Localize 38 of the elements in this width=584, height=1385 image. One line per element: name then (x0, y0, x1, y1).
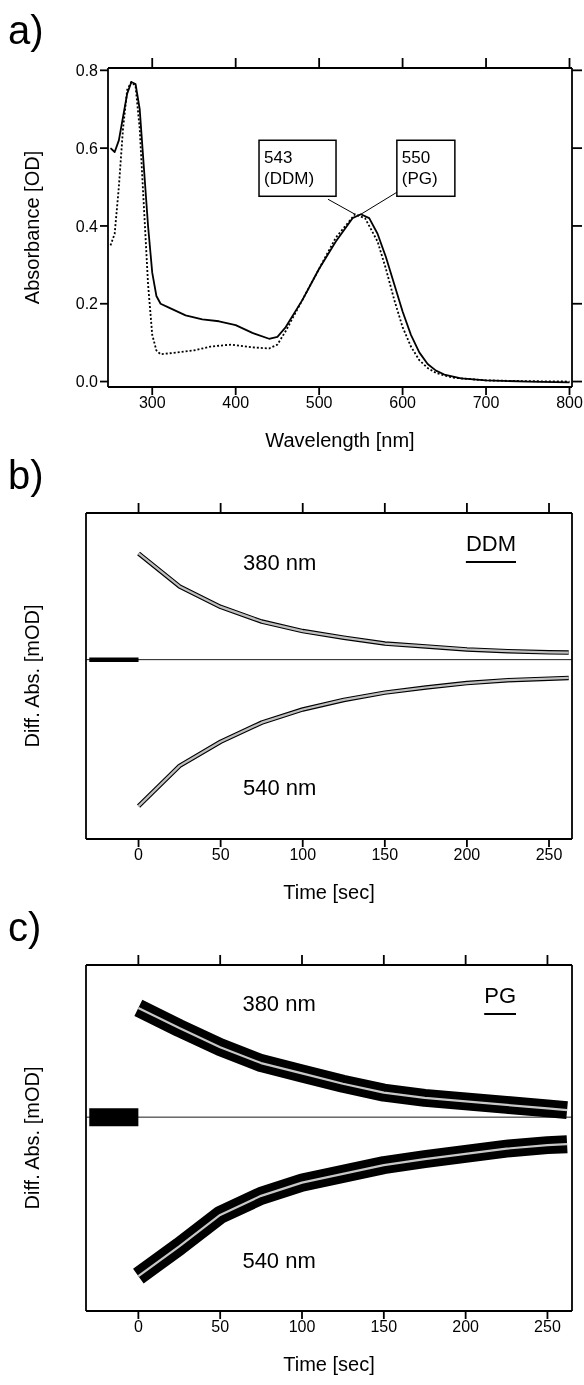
chart-title: a) (8, 8, 44, 52)
y-axis-title: Diff. Abs. [mOD] (21, 1066, 44, 1210)
y-axis-title: Absorbance [OD] (21, 150, 44, 305)
x-tick-label: 50 (211, 1318, 230, 1336)
x-tick-label: 200 (453, 846, 481, 864)
x-tick-label: 150 (370, 1318, 398, 1336)
x-tick-label: 0 (134, 846, 144, 864)
x-tick-label: 600 (389, 394, 417, 412)
x-tick-label: 150 (371, 846, 399, 864)
x-tick-label: 800 (556, 394, 583, 412)
x-tick-label: 100 (288, 1318, 316, 1336)
series-label: 540 nm (242, 774, 317, 800)
x-tick-label: 300 (138, 394, 166, 412)
y-axis-title: Diff. Abs. [mOD] (21, 604, 44, 748)
y-tick-label: 0.6 (75, 139, 99, 157)
x-tick-label: 250 (534, 1318, 561, 1336)
annotation: 550 (PG) (401, 148, 438, 189)
x-tick-label: 700 (472, 394, 500, 412)
x-tick-label: 200 (452, 1318, 480, 1336)
x-axis-title: Time [sec] (283, 1353, 375, 1375)
x-tick-label: 100 (289, 846, 317, 864)
legend-label: 380 nm (242, 991, 316, 1017)
y-tick-label: 0.2 (75, 295, 99, 313)
chart-title: c) (8, 905, 42, 949)
x-tick-label: 250 (535, 846, 563, 864)
y-tick-label: 0.0 (75, 373, 99, 391)
y-tick-label: 0.4 (75, 217, 99, 235)
y-tick-label: 0.8 (75, 62, 99, 80)
x-axis-title: Time [sec] (283, 881, 375, 903)
x-tick-label: 400 (222, 394, 250, 412)
series-label: 540 nm (242, 1247, 316, 1273)
chart-title: b) (8, 453, 44, 497)
x-tick-label: 50 (211, 846, 230, 864)
x-tick-label: 500 (305, 394, 333, 412)
x-axis-title: Wavelength [nm] (265, 429, 415, 451)
annotation: 543 (DDM) (264, 148, 315, 189)
x-tick-label: 0 (133, 1318, 143, 1336)
series-label: 380 nm (242, 549, 317, 575)
